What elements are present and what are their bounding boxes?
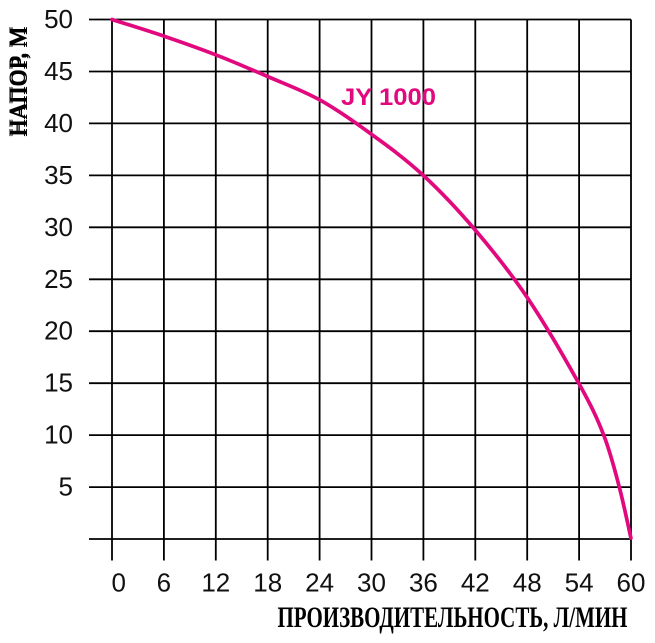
svg-text:50: 50 — [44, 4, 73, 34]
svg-text:35: 35 — [44, 160, 73, 190]
svg-text:10: 10 — [44, 420, 73, 450]
svg-text:ПРОИЗВОДИТЕЛЬНОСТЬ, Л/МИН: ПРОИЗВОДИТЕЛЬНОСТЬ, Л/МИН — [278, 601, 628, 634]
svg-text:15: 15 — [44, 368, 73, 398]
svg-text:12: 12 — [201, 568, 230, 598]
svg-text:48: 48 — [513, 568, 542, 598]
svg-text:60: 60 — [617, 568, 646, 598]
svg-text:54: 54 — [565, 568, 594, 598]
svg-text:НАПОР, М: НАПОР, М — [7, 26, 32, 136]
svg-text:20: 20 — [44, 316, 73, 346]
svg-text:42: 42 — [461, 568, 490, 598]
svg-text:30: 30 — [44, 212, 73, 242]
svg-text:5: 5 — [59, 472, 73, 502]
svg-text:0: 0 — [111, 568, 125, 598]
svg-text:JY 1000: JY 1000 — [341, 84, 436, 111]
svg-text:24: 24 — [305, 568, 334, 598]
svg-text:36: 36 — [409, 568, 438, 598]
svg-text:45: 45 — [44, 56, 73, 86]
svg-text:НАПОР, М: НАПОР, М — [5, 26, 30, 136]
svg-text:25: 25 — [44, 264, 73, 294]
svg-text:18: 18 — [253, 568, 282, 598]
svg-text:6: 6 — [157, 568, 171, 598]
svg-text:40: 40 — [44, 108, 73, 138]
svg-text:30: 30 — [357, 568, 386, 598]
